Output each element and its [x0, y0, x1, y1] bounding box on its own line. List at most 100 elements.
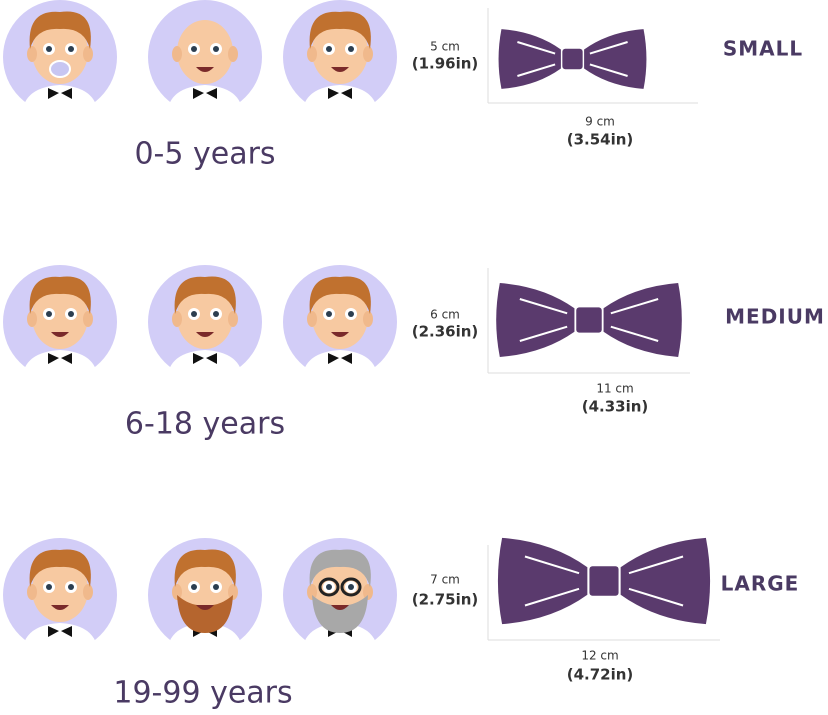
ear [363, 584, 373, 600]
pupil [191, 311, 197, 317]
pupil [46, 584, 52, 590]
height-cm: 6 cm [430, 308, 460, 322]
ear [363, 311, 373, 327]
width-in: (4.72in) [567, 666, 634, 684]
ear [172, 584, 182, 600]
age-label: 19-99 years [113, 676, 292, 711]
face [177, 20, 233, 84]
bow-tie [498, 29, 647, 89]
width-cm: 12 cm [581, 649, 618, 663]
ear [228, 584, 238, 600]
shirt [167, 623, 243, 652]
neck-bow [328, 353, 352, 364]
ear [307, 311, 317, 327]
bow-fold [517, 41, 628, 77]
bow-wing [620, 537, 711, 625]
avatar [148, 265, 262, 379]
height-cm: 5 cm [430, 40, 460, 54]
ear [172, 311, 182, 327]
hair [174, 276, 236, 314]
face [32, 20, 88, 84]
shirt [22, 85, 98, 114]
avatar [3, 0, 117, 114]
hair [29, 11, 91, 49]
size-label: MEDIUM [725, 305, 825, 329]
pupil [191, 46, 197, 52]
ear [228, 311, 238, 327]
shirt [167, 350, 243, 379]
ear [83, 311, 93, 327]
face [312, 285, 368, 349]
beard [177, 595, 233, 633]
bow-fold [519, 298, 659, 342]
pupil [213, 46, 219, 52]
size-label: LARGE [721, 572, 800, 596]
hair [29, 276, 91, 314]
shirt [302, 623, 378, 652]
bow-wing [584, 29, 647, 89]
ear [27, 46, 37, 62]
avatar [3, 538, 117, 652]
glasses [318, 577, 362, 597]
width-in: (4.33in) [582, 398, 649, 416]
avatar [148, 0, 262, 114]
beard [312, 595, 368, 633]
neck-bow [48, 353, 72, 364]
pupil [348, 46, 354, 52]
hair [174, 549, 236, 587]
size-label: SMALL [723, 37, 803, 61]
face [312, 20, 368, 84]
avatar [148, 538, 262, 652]
shirt [302, 350, 378, 379]
age-label: 6-18 years [125, 407, 285, 442]
bow-wing [497, 537, 588, 625]
pupil [46, 311, 52, 317]
shirt [22, 350, 98, 379]
pupil [68, 584, 74, 590]
pupil [213, 584, 219, 590]
mouth [196, 332, 214, 337]
pupil [191, 584, 197, 590]
neck-bow [48, 626, 72, 637]
neck-bow [48, 88, 72, 99]
ear [228, 46, 238, 62]
bow-knot [576, 307, 602, 333]
ear [27, 584, 37, 600]
bow-wing [603, 283, 682, 357]
mouth [196, 67, 214, 72]
width-cm: 9 cm [585, 115, 615, 129]
ear [307, 584, 317, 600]
height-in: (1.96in) [412, 55, 479, 73]
pupil [326, 584, 332, 590]
width-cm: 11 cm [596, 382, 633, 396]
pupil [68, 46, 74, 52]
hair [29, 549, 91, 587]
pupil [326, 311, 332, 317]
face [32, 285, 88, 349]
bow-tie [496, 283, 682, 357]
height-cm: 7 cm [430, 573, 460, 587]
bow-tie [497, 537, 711, 625]
shirt [302, 85, 378, 114]
age-label: 0-5 years [134, 137, 275, 172]
hair [309, 549, 371, 587]
mouth [51, 605, 69, 610]
pacifier [49, 60, 71, 78]
face [32, 558, 88, 622]
mouth [331, 67, 349, 72]
height-in: (2.36in) [412, 323, 479, 341]
shirt [22, 623, 98, 652]
ear [307, 46, 317, 62]
ear [83, 584, 93, 600]
neck-bow [328, 88, 352, 99]
ear [172, 46, 182, 62]
shirt [167, 85, 243, 114]
neck-bow [193, 353, 217, 364]
width-in: (3.54in) [567, 131, 634, 149]
mouth [331, 605, 349, 610]
avatar [283, 0, 397, 114]
bow-knot [562, 48, 583, 70]
mouth [51, 332, 69, 337]
pupil [213, 311, 219, 317]
